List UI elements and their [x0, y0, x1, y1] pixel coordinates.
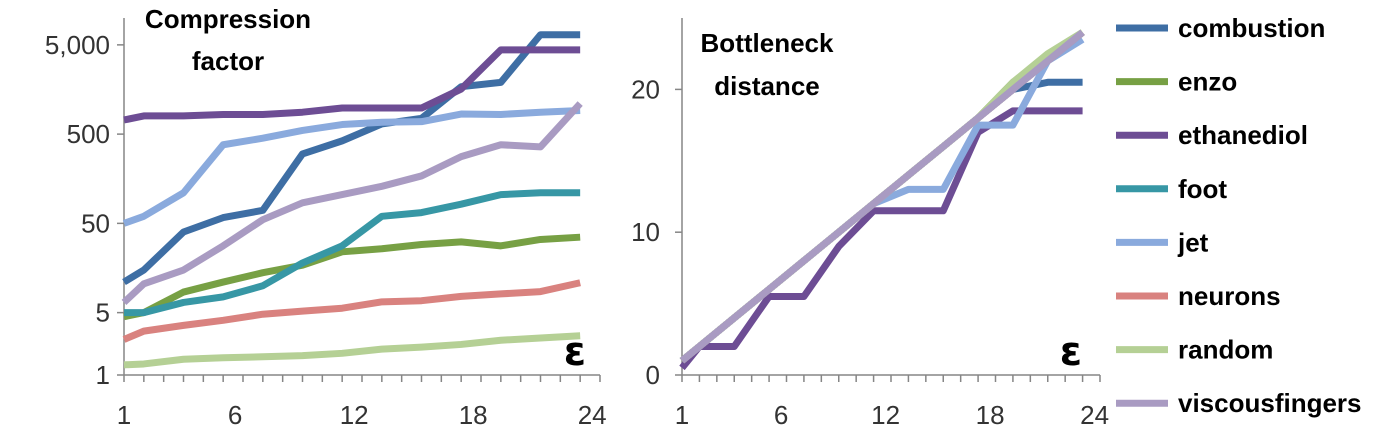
right-x-tick-label: 18: [976, 400, 1005, 430]
legend-label-ethanediol: ethanediol: [1178, 120, 1308, 150]
left-x-tick-label: 6: [228, 400, 242, 430]
right-chart-title: distance: [714, 71, 820, 101]
left-x-tick-label: 24: [578, 400, 607, 430]
legend-label-foot: foot: [1178, 174, 1227, 204]
legend-label-jet: jet: [1177, 227, 1209, 257]
left-chart-title: factor: [192, 46, 264, 76]
left-y-tick-label: 1: [96, 360, 110, 390]
left-y-tick-label: 5: [96, 298, 110, 328]
legend-label-viscousfingers: viscousfingers: [1178, 388, 1362, 418]
left-series-line-viscousfingers: [121, 101, 583, 306]
right-series-line-viscousfingers: [679, 29, 1085, 364]
right-y-tick-label: 10: [631, 217, 660, 247]
left-series-line-ethanediol: [123, 46, 581, 124]
left-chart-title: Compression: [145, 4, 311, 34]
right-x-tick-label: 1: [675, 400, 689, 430]
left-series-line-combustion: [122, 31, 581, 286]
left-x-tick-label: 1: [117, 400, 131, 430]
left-x-tick-label: 12: [340, 400, 369, 430]
legend-label-neurons: neurons: [1178, 281, 1281, 311]
left-series-line-foot: [124, 189, 581, 317]
right-series-line-ethanediol: [679, 107, 1083, 371]
legend-label-random: random: [1178, 335, 1273, 365]
left-y-tick-label: 50: [81, 208, 110, 238]
right-y-tick-label: 0: [646, 360, 660, 390]
right-x-tick-label: 24: [1080, 400, 1109, 430]
legend-label-enzo: enzo: [1178, 67, 1237, 97]
left-y-tick-label: 500: [67, 119, 110, 149]
right-y-tick-label: 20: [631, 74, 660, 104]
left-y-tick-label: 5,000: [45, 30, 110, 60]
left-x-tick-label: 18: [459, 400, 488, 430]
legend-label-combustion: combustion: [1178, 13, 1325, 43]
right-x-tick-label: 6: [774, 400, 788, 430]
right-series-line-combustion: [679, 78, 1083, 364]
right-chart-title: Bottleneck: [701, 28, 834, 58]
left-series-line-jet: [122, 106, 581, 227]
left-series-line-neurons: [122, 279, 581, 343]
left-series-line-random: [123, 332, 581, 369]
right-x-tick-label: 12: [871, 400, 900, 430]
left-series-line-enzo: [123, 233, 581, 321]
right-x-axis-label: ε: [1060, 329, 1082, 375]
left-x-axis-label: ε: [564, 329, 586, 375]
